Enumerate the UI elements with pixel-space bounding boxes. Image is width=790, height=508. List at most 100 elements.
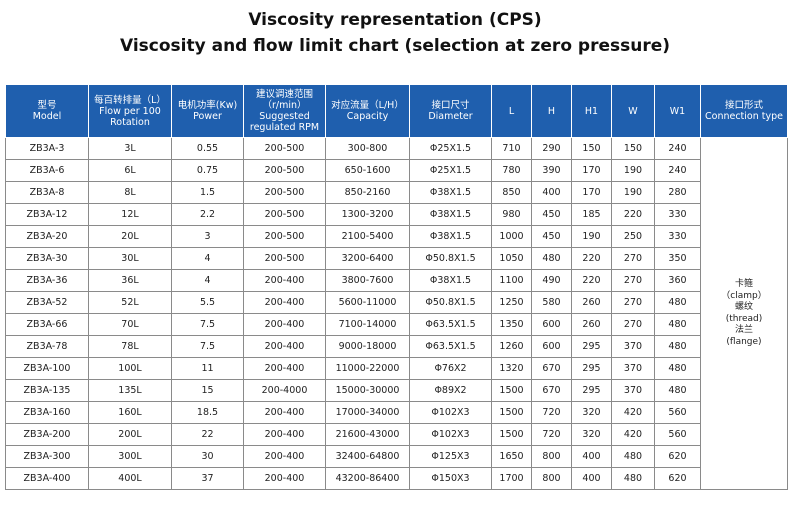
- cell-l: 850: [491, 181, 532, 204]
- cell-w: 420: [611, 423, 655, 446]
- cell-diameter: Φ25X1.5: [409, 137, 492, 160]
- cell-power: 7.5: [171, 335, 244, 358]
- cell-power: 1.5: [171, 181, 244, 204]
- header-h: H: [531, 84, 572, 138]
- cell-l: 980: [491, 203, 532, 226]
- cell-h: 400: [531, 181, 572, 204]
- cell-rpm: 200-500: [243, 203, 326, 226]
- header-rpm: 建议调速范围 （r/min） Suggested regulated RPM: [243, 84, 326, 138]
- table-row: ZB3A-400 400L 37 200-400 43200-86400 Φ150X3 17…: [5, 467, 788, 490]
- cell-rpm: 200-500: [243, 137, 326, 160]
- cell-capacity: 32400-64800: [325, 445, 410, 468]
- cell-l: 1500: [491, 423, 532, 446]
- header-l: L: [491, 84, 532, 138]
- cell-h: 450: [531, 203, 572, 226]
- header-flow-per-rotation: 每百转排量（L） Flow per 100 Rotation: [88, 84, 172, 138]
- cell-capacity: 3800-7600: [325, 269, 410, 292]
- cell-w1: 560: [654, 423, 701, 446]
- cell-power: 3: [171, 225, 244, 248]
- cell-capacity: 11000-22000: [325, 357, 410, 380]
- cell-h1: 400: [571, 467, 612, 490]
- cell-w: 370: [611, 335, 655, 358]
- cell-l: 1500: [491, 401, 532, 424]
- header-capacity: 对应流量（L/H） Capacity: [325, 84, 410, 138]
- table-row: ZB3A-6 6L 0.75 200-500 650-1600 Φ25X1.5 780 390…: [5, 159, 788, 182]
- cell-h: 800: [531, 467, 572, 490]
- table-row: ZB3A-8 8L 1.5 200-500 850-2160 Φ38X1.5 850 400 1…: [5, 181, 788, 204]
- table-row: ZB3A-30 30L 4 200-500 3200-6400 Φ50.8X1.5 1050…: [5, 247, 788, 270]
- cell-l: 1100: [491, 269, 532, 292]
- cell-model: ZB3A-12: [5, 203, 89, 226]
- cell-w1: 480: [654, 379, 701, 402]
- cell-capacity: 15000-30000: [325, 379, 410, 402]
- cell-w1: 350: [654, 247, 701, 270]
- cell-l: 1700: [491, 467, 532, 490]
- cell-capacity: 17000-34000: [325, 401, 410, 424]
- cell-h1: 295: [571, 335, 612, 358]
- cell-rpm: 200-500: [243, 159, 326, 182]
- cell-rpm: 200-400: [243, 423, 326, 446]
- cell-rpm: 200-400: [243, 401, 326, 424]
- cell-power: 7.5: [171, 313, 244, 336]
- cell-h1: 150: [571, 137, 612, 160]
- cell-l: 1250: [491, 291, 532, 314]
- cell-h1: 295: [571, 379, 612, 402]
- cell-rpm: 200-400: [243, 445, 326, 468]
- cell-model: ZB3A-52: [5, 291, 89, 314]
- cell-h1: 260: [571, 291, 612, 314]
- cell-capacity: 850-2160: [325, 181, 410, 204]
- cell-w: 220: [611, 203, 655, 226]
- cell-diameter: Φ38X1.5: [409, 225, 492, 248]
- cell-model: ZB3A-400: [5, 467, 89, 490]
- cell-h1: 220: [571, 247, 612, 270]
- cell-h: 580: [531, 291, 572, 314]
- cell-h1: 185: [571, 203, 612, 226]
- cell-w1: 360: [654, 269, 701, 292]
- cell-h1: 400: [571, 445, 612, 468]
- cell-w: 150: [611, 137, 655, 160]
- cell-h1: 260: [571, 313, 612, 336]
- table-row: ZB3A-78 78L 7.5 200-400 9000-18000 Φ63.5X1.5 1…: [5, 335, 788, 358]
- cell-model: ZB3A-3: [5, 137, 89, 160]
- header-h1: H1: [571, 84, 612, 138]
- cell-flow: 70L: [88, 313, 172, 336]
- header-row: 型号 Model 每百转排量（L） Flow per 100 Rotation …: [5, 84, 788, 138]
- cell-diameter: Φ125X3: [409, 445, 492, 468]
- cell-power: 30: [171, 445, 244, 468]
- cell-rpm: 200-500: [243, 181, 326, 204]
- cell-rpm: 200-400: [243, 357, 326, 380]
- cell-power: 2.2: [171, 203, 244, 226]
- cell-capacity: 650-1600: [325, 159, 410, 182]
- cell-model: ZB3A-100: [5, 357, 89, 380]
- cell-h: 450: [531, 225, 572, 248]
- cell-flow: 30L: [88, 247, 172, 270]
- cell-h: 720: [531, 423, 572, 446]
- cell-h1: 170: [571, 159, 612, 182]
- cell-flow: 160L: [88, 401, 172, 424]
- cell-h1: 220: [571, 269, 612, 292]
- cell-flow: 36L: [88, 269, 172, 292]
- cell-model: ZB3A-78: [5, 335, 89, 358]
- table-row: ZB3A-100 100L 11 200-400 11000-22000 Φ76X2 132…: [5, 357, 788, 380]
- table-row: ZB3A-200 200L 22 200-400 21600-43000 Φ102X3 15…: [5, 423, 788, 446]
- cell-w1: 620: [654, 445, 701, 468]
- cell-l: 1350: [491, 313, 532, 336]
- cell-rpm: 200-500: [243, 247, 326, 270]
- cell-diameter: Φ76X2: [409, 357, 492, 380]
- cell-diameter: Φ38X1.5: [409, 203, 492, 226]
- cell-diameter: Φ50.8X1.5: [409, 291, 492, 314]
- cell-power: 37: [171, 467, 244, 490]
- cell-w1: 480: [654, 313, 701, 336]
- cell-l: 1050: [491, 247, 532, 270]
- cell-h1: 170: [571, 181, 612, 204]
- cell-w: 370: [611, 357, 655, 380]
- cell-w: 190: [611, 159, 655, 182]
- cell-capacity: 9000-18000: [325, 335, 410, 358]
- header-connection-type: 接口形式 Connection type: [700, 84, 788, 138]
- cell-model: ZB3A-160: [5, 401, 89, 424]
- header-power: 电机功率(Kw) Power: [171, 84, 244, 138]
- cell-l: 1320: [491, 357, 532, 380]
- cell-diameter: Φ63.5X1.5: [409, 335, 492, 358]
- cell-capacity: 3200-6400: [325, 247, 410, 270]
- table-row: ZB3A-52 52L 5.5 200-400 5600-11000 Φ50.8X1.5 1…: [5, 291, 788, 314]
